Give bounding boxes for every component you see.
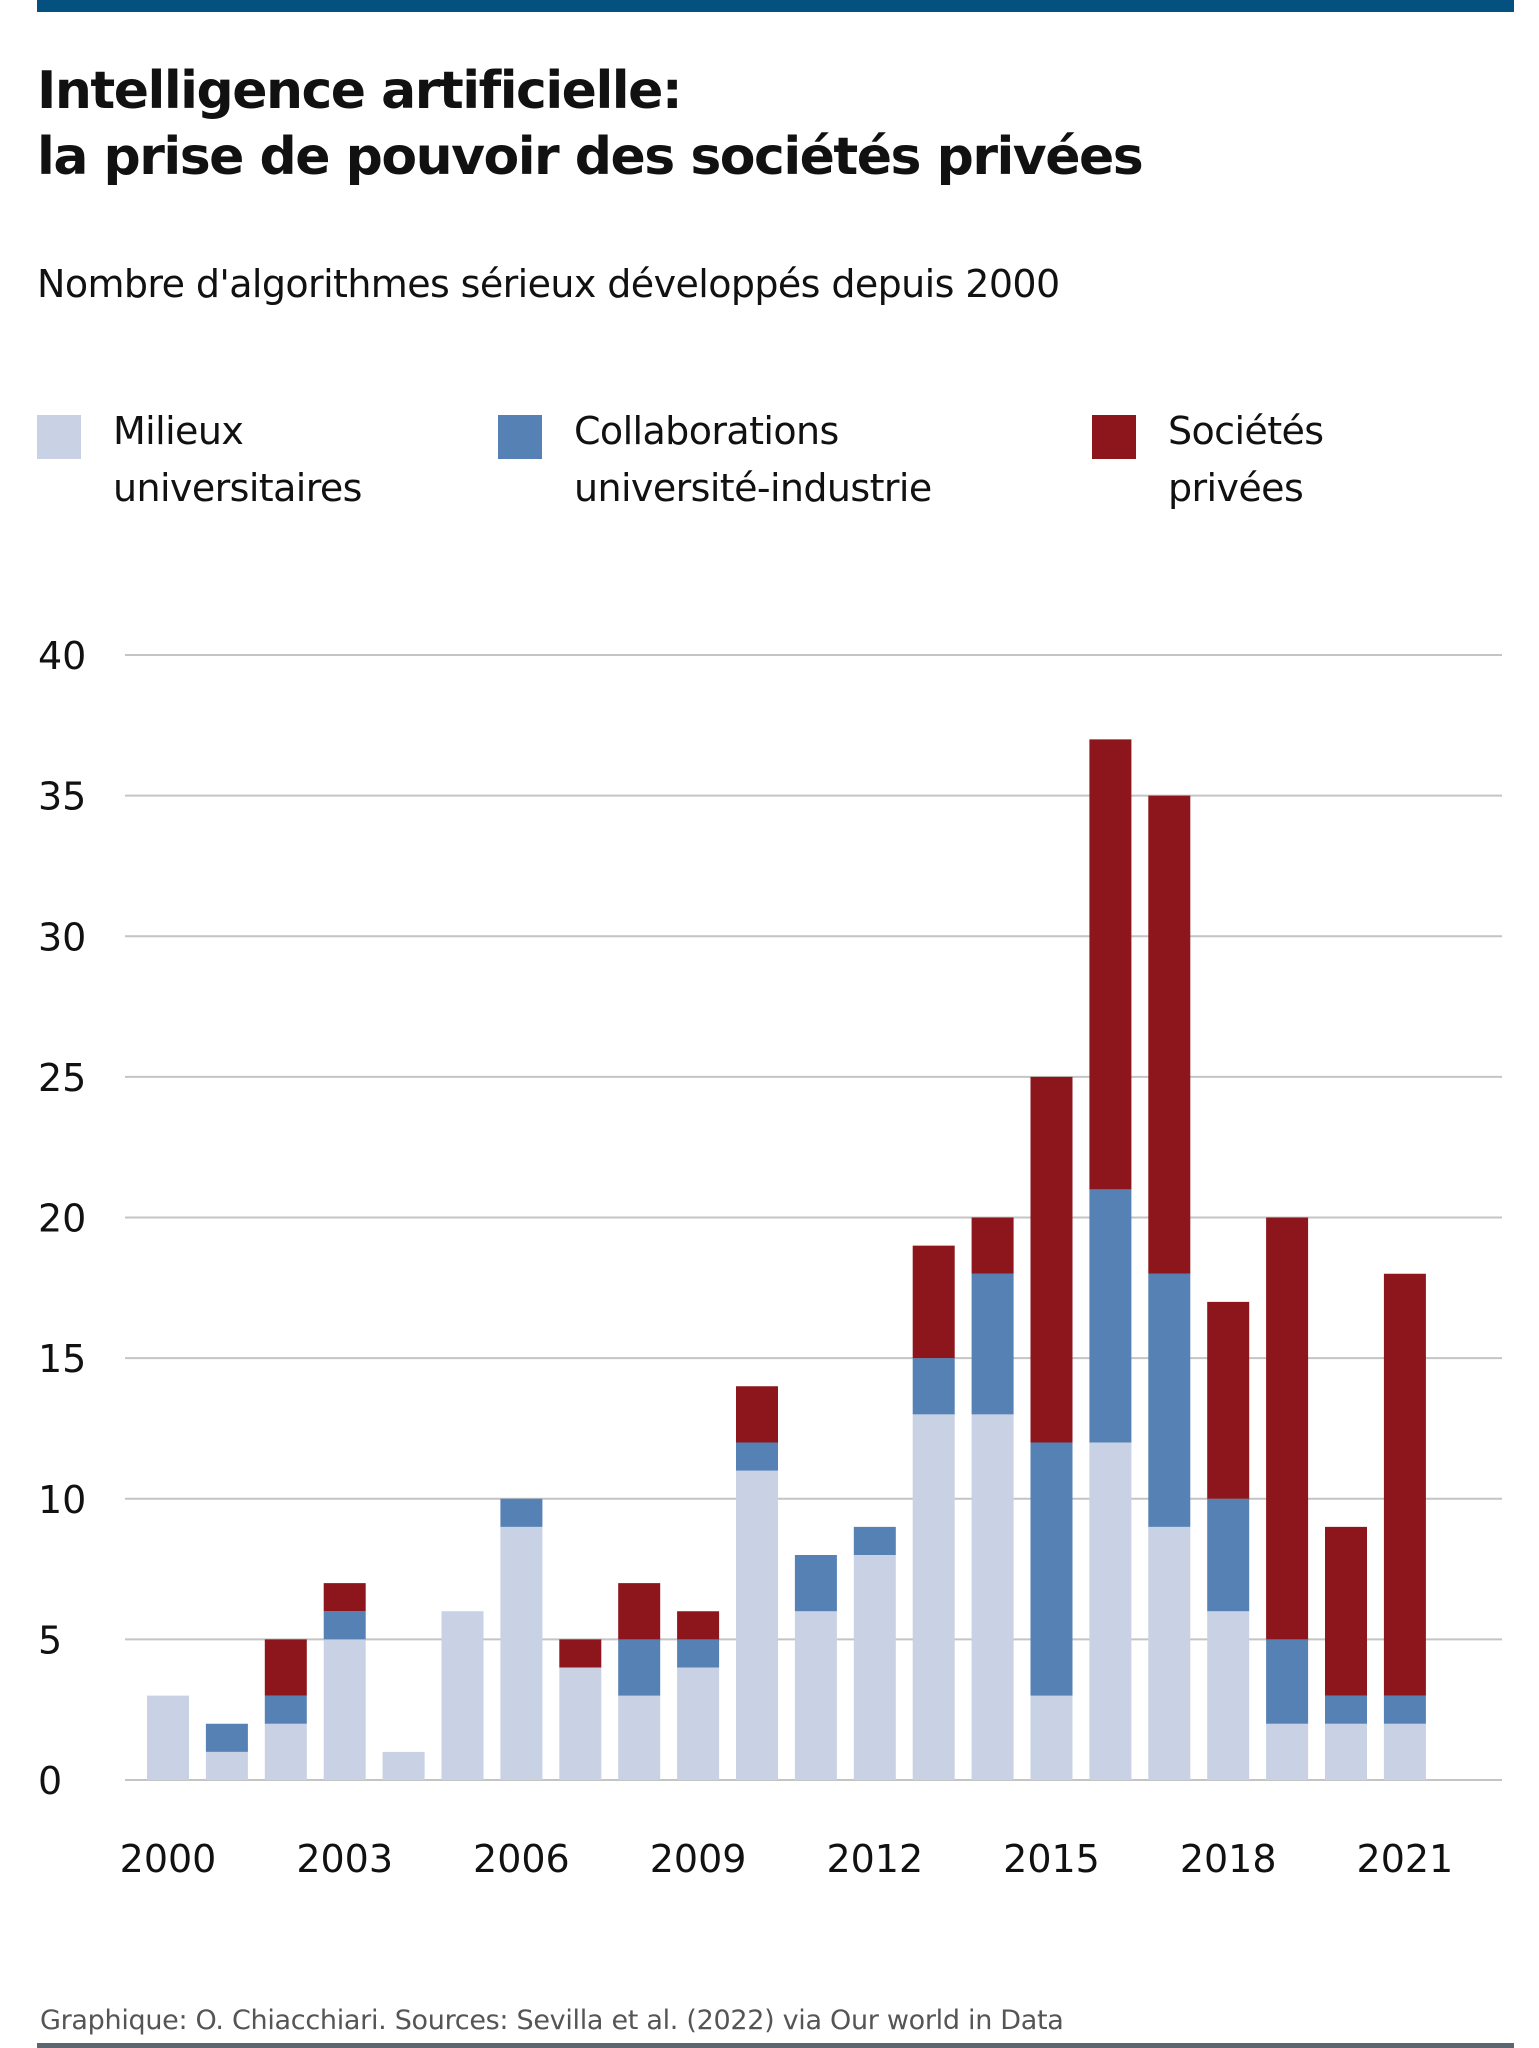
x-tick-label: 2003	[296, 1837, 393, 1881]
stacked-bar-chart: 0 5 10 15 20 25 30 35 40 2000 2003 2006 2009 2012 2015…	[38, 634, 1502, 1881]
bar-segment-industry	[264, 1639, 307, 1696]
bar-segment-industry	[912, 1245, 955, 1359]
y-tick-label: 5	[38, 1618, 62, 1662]
bar-segment-collaboration	[1325, 1695, 1367, 1724]
legend-label-academia: Milieux universitaires	[113, 403, 362, 517]
legend-swatch-academia	[37, 415, 81, 459]
bar-segment-academia	[677, 1667, 720, 1780]
bar-segment-industry	[1089, 739, 1132, 1190]
bar-segment-industry	[1030, 1076, 1073, 1443]
y-tick-label: 40	[38, 634, 86, 678]
bar-segment-academia	[500, 1526, 543, 1780]
legend-label-line2: privées	[1168, 466, 1304, 510]
bar-segment-collaboration	[1089, 1189, 1132, 1443]
x-tick-label: 2009	[650, 1837, 747, 1881]
bar-segment-academia	[1266, 1723, 1309, 1780]
bar-segment-academia	[1207, 1611, 1250, 1780]
legend-swatch-collaboration	[498, 415, 542, 459]
bar-segment-collaboration	[205, 1723, 248, 1752]
bar-segment-industry	[971, 1217, 1014, 1274]
y-tick-label: 0	[38, 1759, 62, 1803]
bar-segment-academia	[323, 1639, 366, 1780]
legend-label-line1: Milieux	[113, 409, 244, 453]
bar-segment-academia	[382, 1751, 425, 1780]
bar-segment-academia	[147, 1695, 189, 1780]
x-tick-label: 2021	[1357, 1837, 1454, 1881]
bar-segment-academia	[264, 1723, 307, 1780]
legend-label-line2: universitaires	[113, 466, 362, 510]
bar-segment-academia	[1030, 1695, 1073, 1780]
y-tick-label: 25	[38, 1056, 86, 1100]
bar-segment-collaboration	[853, 1526, 896, 1555]
bar-segment-collaboration	[1030, 1442, 1073, 1696]
x-tick-label: 2000	[120, 1837, 217, 1881]
bar-segment-industry	[736, 1386, 778, 1443]
bar-segment-academia	[794, 1611, 837, 1780]
bar-segment-industry	[618, 1583, 661, 1640]
bar-segment-academia	[205, 1751, 248, 1780]
legend-item-academia: Milieux universitaires	[37, 409, 362, 517]
title-line-2: la prise de pouvoir des sociétés privées	[37, 127, 1144, 187]
y-tick-label: 30	[38, 915, 86, 959]
bar-segment-academia	[1383, 1723, 1426, 1780]
bar-segment-collaboration	[1266, 1639, 1309, 1724]
bar-segment-collaboration	[323, 1611, 366, 1640]
legend-label-industry: Sociétés privées	[1168, 403, 1324, 517]
bar-segment-collaboration	[1383, 1695, 1426, 1724]
bottom-rule	[37, 2043, 1514, 2048]
bar-segment-collaboration	[794, 1555, 837, 1612]
bar-segment-academia	[971, 1414, 1014, 1780]
bar-segment-academia	[441, 1611, 484, 1780]
bar-segment-academia	[1325, 1723, 1367, 1780]
chart-subtitle: Nombre d'algorithmes sérieux développés …	[37, 262, 1060, 306]
x-tick-label: 2012	[826, 1837, 923, 1881]
bar-segment-collaboration	[264, 1695, 307, 1724]
legend-label-line1: Collaborations	[574, 409, 839, 453]
bar-segment-industry	[1148, 795, 1191, 1274]
bar-segment-academia	[853, 1555, 896, 1780]
top-accent-bar	[37, 0, 1514, 12]
bar-segment-collaboration	[677, 1639, 720, 1668]
legend-label-collaboration: Collaborations université-industrie	[574, 403, 932, 517]
y-tick-label: 35	[38, 775, 86, 819]
chart-title: Intelligence artificielle: la prise de p…	[37, 58, 1144, 190]
legend-item-collaboration: Collaborations université-industrie	[498, 409, 932, 517]
bar-segment-industry	[1325, 1526, 1367, 1696]
y-tick-label: 15	[38, 1337, 86, 1381]
bar-segment-collaboration	[500, 1498, 543, 1527]
title-line-1: Intelligence artificielle:	[37, 61, 683, 121]
bar-segment-industry	[1266, 1217, 1309, 1640]
x-tick-label: 2015	[1003, 1837, 1100, 1881]
x-tick-label: 2018	[1180, 1837, 1277, 1881]
bar-segment-academia	[912, 1414, 955, 1780]
y-tick-label: 20	[38, 1197, 86, 1241]
bar-segment-industry	[323, 1583, 366, 1612]
legend-label-line1: Sociétés	[1168, 409, 1324, 453]
legend-swatch-industry	[1092, 415, 1136, 459]
bar-segment-collaboration	[1207, 1498, 1250, 1612]
bar-segment-academia	[1089, 1442, 1132, 1780]
legend-item-industry: Sociétés privées	[1092, 409, 1324, 517]
bar-segment-collaboration	[618, 1639, 661, 1696]
x-tick-label: 2006	[473, 1837, 570, 1881]
source-credit: Graphique: O. Chiacchiari. Sources: Sevi…	[40, 2005, 1064, 2036]
bar-segment-academia	[1148, 1526, 1191, 1780]
bar-segment-collaboration	[1148, 1273, 1191, 1527]
y-tick-label: 10	[38, 1478, 86, 1522]
bar-segment-academia	[559, 1667, 602, 1780]
bar-segment-academia	[618, 1695, 661, 1780]
bar-segment-industry	[677, 1611, 720, 1640]
bar-segment-collaboration	[912, 1358, 955, 1415]
bar-segment-industry	[559, 1639, 602, 1668]
bar-segment-collaboration	[971, 1273, 1014, 1415]
bar-segment-industry	[1207, 1301, 1250, 1499]
bar-segment-industry	[1383, 1273, 1426, 1696]
legend-label-line2: université-industrie	[574, 466, 932, 510]
bar-segment-academia	[736, 1470, 778, 1780]
bar-segment-collaboration	[736, 1442, 778, 1471]
